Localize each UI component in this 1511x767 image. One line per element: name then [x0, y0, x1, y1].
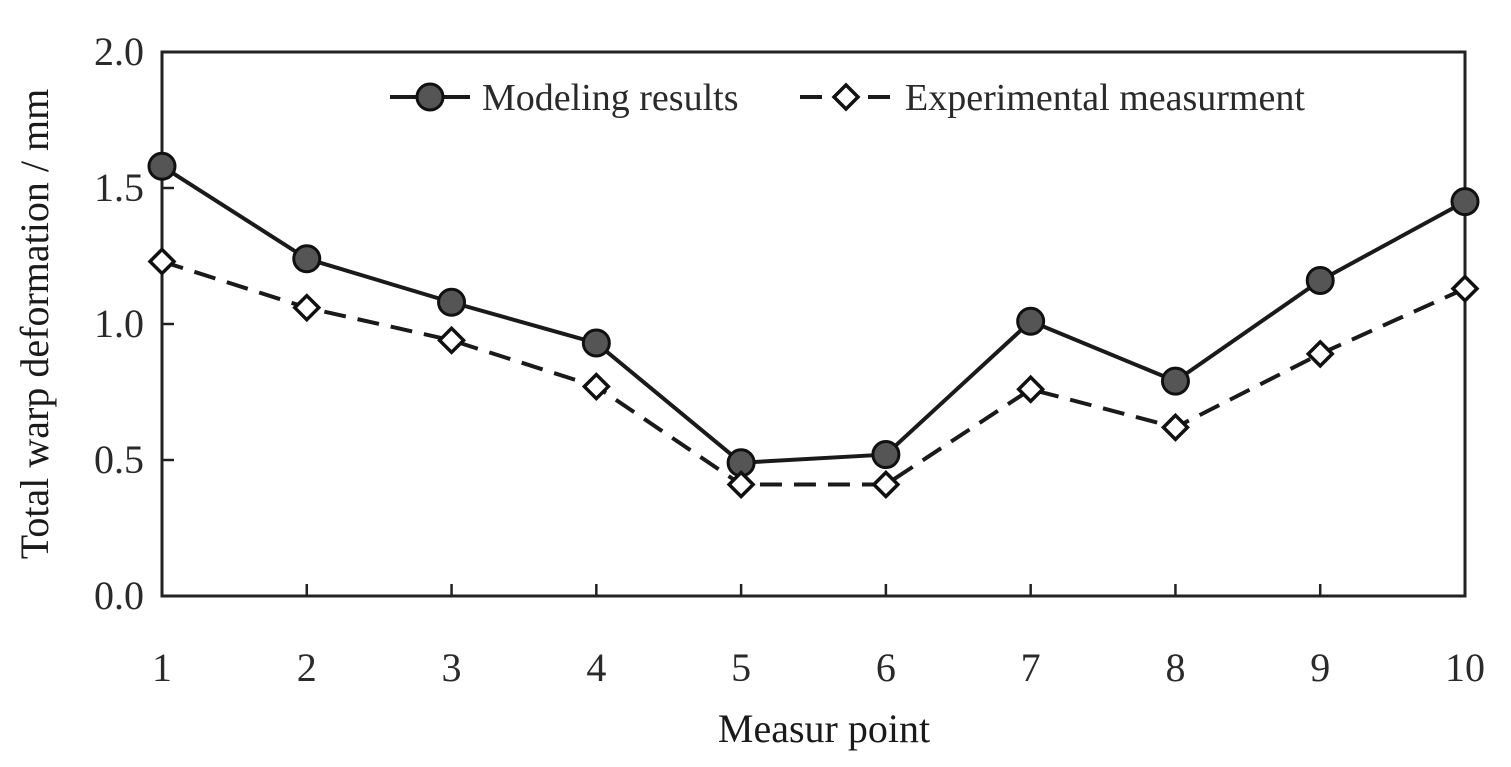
data-point-circle — [1160, 366, 1190, 396]
data-point-circle — [581, 328, 611, 358]
plot-frame — [160, 50, 1467, 598]
data-point-diamond — [1305, 339, 1335, 369]
data-point-diamond — [147, 246, 177, 276]
data-point-diamond — [581, 372, 611, 402]
x-axis-title: Measur point — [718, 706, 930, 751]
series-line — [160, 164, 1466, 465]
series-layer — [147, 151, 1480, 499]
series-modeling-results — [147, 151, 1480, 478]
data-point-circle — [292, 244, 322, 274]
x-tick-label: 7 — [1021, 645, 1041, 690]
data-point-diamond — [292, 293, 322, 323]
legend-marker-experimental — [831, 82, 861, 112]
y-tick-label: 0.5 — [94, 437, 144, 482]
data-point-diamond — [437, 325, 467, 355]
y-tick-label: 1.5 — [94, 165, 144, 210]
x-tick-label: 6 — [876, 645, 896, 690]
data-point-circle — [1450, 187, 1480, 217]
x-tick-label: 1 — [152, 645, 172, 690]
x-tick-label: 2 — [297, 645, 317, 690]
legend: Modeling results Experimental measurment — [390, 77, 1305, 119]
y-axis: 0.0 0.5 1.0 1.5 2.0 — [94, 29, 174, 618]
data-point-diamond — [1450, 274, 1480, 304]
x-tick-label: 8 — [1165, 645, 1185, 690]
y-tick-label: 0.0 — [94, 573, 144, 618]
x-tick-label: 3 — [442, 645, 462, 690]
data-point-diamond — [871, 470, 901, 499]
data-point-circle — [1016, 306, 1046, 336]
x-axis: 1 2 3 4 5 6 7 8 9 10 — [152, 584, 1485, 690]
data-point-circle — [437, 287, 467, 317]
y-axis-title: Total warp deformation / mm — [12, 89, 57, 559]
plot-area — [160, 50, 1467, 598]
legend-label-experimental: Experimental measurment — [905, 77, 1305, 119]
x-tick-label: 10 — [1445, 645, 1485, 690]
data-point-circle — [871, 440, 901, 470]
x-tick-label: 4 — [586, 645, 606, 690]
legend-marker-modeling — [415, 82, 445, 112]
data-point-diamond — [1160, 412, 1190, 442]
data-point-diamond — [726, 470, 756, 499]
x-tick-label: 5 — [731, 645, 751, 690]
y-tick-label: 2.0 — [94, 29, 144, 74]
y-tick-label: 1.0 — [94, 301, 144, 346]
data-point-circle — [1305, 265, 1335, 295]
data-point-circle — [147, 151, 177, 181]
data-point-diamond — [1016, 374, 1046, 404]
x-tick-label: 9 — [1310, 645, 1330, 690]
legend-label-modeling: Modeling results — [482, 77, 738, 119]
series-line — [161, 259, 1466, 487]
series-experimental-measurment — [147, 246, 1480, 499]
